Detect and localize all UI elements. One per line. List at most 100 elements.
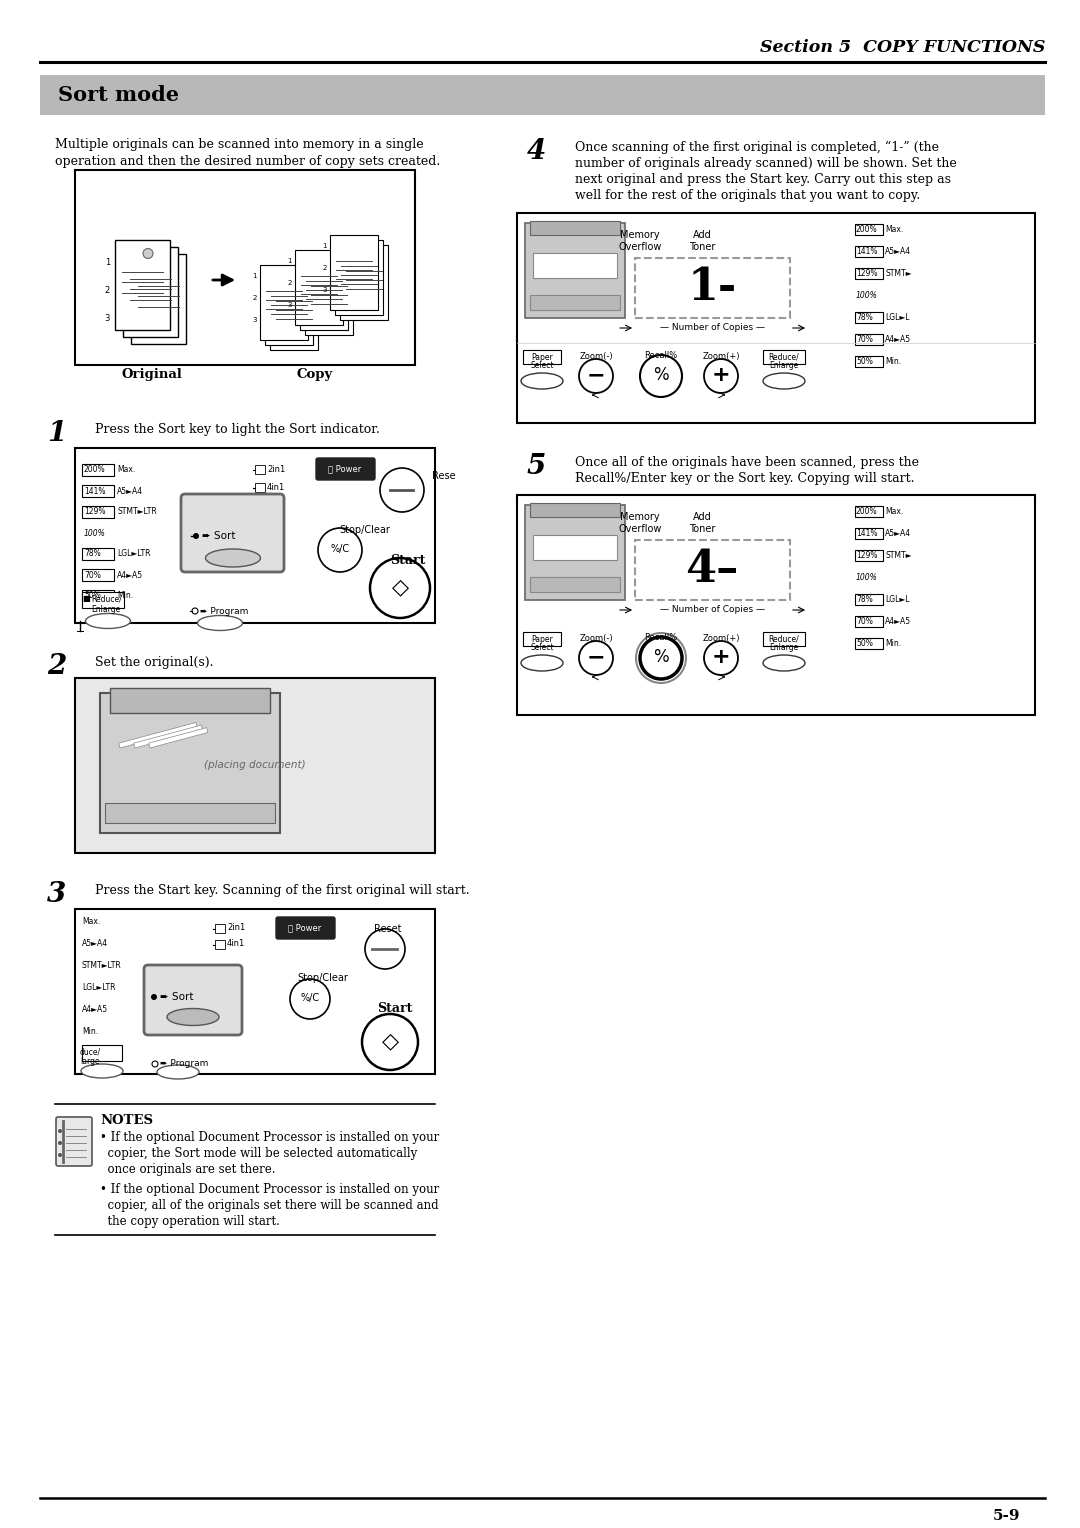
Text: 2: 2 [253, 295, 257, 301]
FancyBboxPatch shape [316, 458, 375, 480]
Ellipse shape [157, 1065, 199, 1079]
Bar [762, 633, 805, 646]
Text: ◇: ◇ [391, 578, 408, 597]
Ellipse shape [521, 656, 563, 671]
Text: Reduce/: Reduce/ [91, 594, 122, 604]
Bar [82, 506, 114, 518]
Text: 129%: 129% [856, 552, 877, 561]
Bar [534, 254, 617, 278]
Text: Stop/Clear: Stop/Clear [298, 973, 349, 983]
Text: Select: Select [530, 642, 554, 651]
Text: A5►A4: A5►A4 [885, 248, 912, 257]
Text: Stop/Clear: Stop/Clear [339, 526, 391, 535]
Text: 1: 1 [323, 243, 327, 249]
Text: 200%: 200% [856, 226, 878, 234]
Text: 3: 3 [287, 303, 292, 309]
Circle shape [151, 995, 157, 999]
Bar [855, 312, 883, 322]
Bar [530, 503, 620, 516]
Text: 3: 3 [105, 313, 110, 322]
Text: 2: 2 [287, 280, 292, 286]
Text: Section 5  COPY FUNCTIONS: Section 5 COPY FUNCTIONS [759, 40, 1045, 57]
Bar [260, 264, 308, 341]
Text: Memory: Memory [620, 231, 660, 240]
Text: Enlarge: Enlarge [769, 642, 798, 651]
Bar [635, 258, 789, 318]
Bar [635, 539, 789, 601]
Text: 1: 1 [287, 258, 292, 264]
Text: A4►A5: A4►A5 [885, 336, 912, 344]
Text: operation and then the desired number of copy sets created.: operation and then the desired number of… [55, 154, 441, 168]
Bar [114, 240, 170, 330]
Text: 100%: 100% [856, 573, 878, 582]
Text: Recall%: Recall% [645, 351, 677, 361]
Bar [534, 535, 617, 559]
Text: 141%: 141% [84, 486, 106, 495]
Text: Min.: Min. [885, 640, 901, 648]
Text: ➨ Program: ➨ Program [160, 1059, 208, 1068]
Text: Once scanning of the first original is completed, “1-” (the: Once scanning of the first original is c… [575, 141, 939, 154]
Bar [305, 260, 353, 335]
Text: 5: 5 [527, 452, 546, 480]
Bar [134, 726, 203, 749]
Text: NOTES: NOTES [100, 1114, 153, 1128]
Text: 141%: 141% [856, 248, 877, 257]
Bar [82, 484, 114, 497]
Text: ◇: ◇ [381, 1031, 399, 1051]
Bar [131, 254, 186, 344]
Bar [75, 678, 435, 853]
Text: 3: 3 [323, 287, 327, 293]
Circle shape [58, 1129, 62, 1132]
Bar [75, 909, 435, 1074]
Text: Set the original(s).: Set the original(s). [95, 656, 214, 669]
Bar [855, 267, 883, 280]
Text: Memory: Memory [620, 512, 660, 523]
Text: Press the Start key. Scanning of the first original will start.: Press the Start key. Scanning of the fir… [95, 885, 470, 897]
Text: 141%: 141% [856, 530, 877, 538]
Text: Min.: Min. [82, 1027, 98, 1036]
Bar [255, 465, 265, 474]
Bar [255, 483, 265, 492]
Bar [82, 549, 114, 559]
Text: • If the optional Document Processor is installed on your: • If the optional Document Processor is … [100, 1131, 440, 1144]
Text: Recall%/Enter key or the Sort key. Copying will start.: Recall%/Enter key or the Sort key. Copyi… [575, 472, 915, 484]
Text: the copy operation will start.: the copy operation will start. [100, 1215, 280, 1229]
Text: LGL►LTR: LGL►LTR [117, 550, 150, 559]
Bar [517, 212, 1035, 423]
Text: Max.: Max. [117, 466, 135, 475]
Bar [523, 633, 561, 646]
Bar [149, 727, 208, 749]
Bar [75, 170, 415, 365]
Text: %: % [653, 367, 669, 384]
Circle shape [579, 359, 613, 393]
Bar [855, 616, 883, 626]
Bar [75, 448, 435, 623]
Text: Overflow: Overflow [619, 241, 662, 252]
Text: next original and press the Start key. Carry out this step as: next original and press the Start key. C… [575, 173, 951, 186]
Text: Enlarge: Enlarge [769, 361, 798, 370]
Text: 1-: 1- [687, 266, 737, 310]
Text: ➨ Program: ➨ Program [200, 607, 248, 616]
Circle shape [318, 529, 362, 571]
Text: Overflow: Overflow [619, 524, 662, 533]
Circle shape [192, 608, 198, 614]
Bar [82, 590, 114, 602]
Ellipse shape [198, 616, 243, 631]
Text: A4►A5: A4►A5 [82, 1004, 108, 1013]
Text: A5►A4: A5►A4 [117, 486, 144, 495]
Circle shape [640, 354, 681, 397]
Circle shape [58, 1154, 62, 1157]
Circle shape [291, 979, 330, 1019]
Bar [855, 594, 883, 605]
Text: Paper: Paper [531, 353, 553, 362]
FancyBboxPatch shape [144, 966, 242, 1034]
Bar [105, 804, 275, 824]
Bar [119, 723, 198, 749]
Text: LGL►L: LGL►L [885, 596, 909, 605]
Circle shape [362, 1015, 418, 1070]
Text: 129%: 129% [84, 507, 106, 516]
Text: 1: 1 [48, 420, 66, 448]
Text: STMT►: STMT► [885, 269, 912, 278]
Text: Toner: Toner [689, 241, 715, 252]
Text: Reset: Reset [375, 924, 402, 934]
